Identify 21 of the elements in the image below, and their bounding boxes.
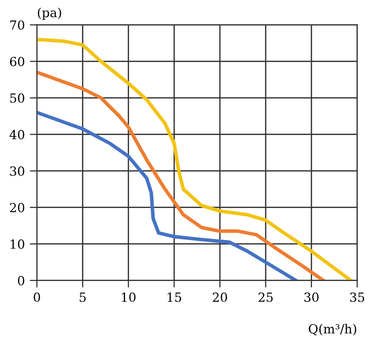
- y-tick-label: 70: [10, 20, 24, 30]
- x-tick-label: 0: [34, 292, 40, 302]
- x-tick-label: 10: [122, 292, 136, 302]
- x-axis-title: Q(m³/h): [308, 324, 356, 336]
- line-series: [36, 38, 353, 280]
- y-tick-label: 20: [10, 202, 24, 212]
- y-tick-label: 30: [10, 166, 24, 176]
- x-tick-label: 25: [258, 292, 273, 302]
- x-tick-label: 20: [212, 292, 228, 302]
- line-series: [36, 70, 326, 280]
- y-tick-label: 50: [10, 93, 24, 103]
- y-axis-title: (pa): [38, 8, 62, 20]
- x-tick-label: 30: [304, 292, 319, 302]
- y-tick-label: 10: [10, 239, 24, 249]
- y-tick-label: 0: [18, 276, 24, 286]
- x-tick-label: 15: [168, 292, 182, 302]
- x-tick-label: 35: [350, 292, 364, 302]
- line-series: [36, 110, 298, 280]
- x-tick-label: 5: [80, 292, 86, 302]
- y-tick-label: 40: [10, 130, 24, 140]
- y-tick-label: 60: [10, 56, 24, 66]
